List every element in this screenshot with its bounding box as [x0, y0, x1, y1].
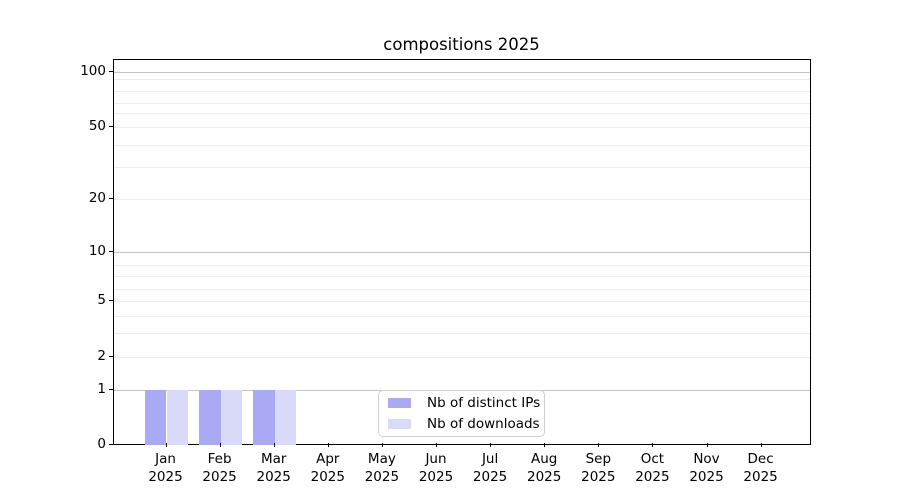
gridline-minor: [114, 289, 810, 290]
gridline-100: [114, 72, 810, 73]
y-tick-label-0: 0: [97, 436, 106, 452]
y-tick-mark-5: [109, 300, 113, 301]
gridline-minor: [114, 276, 810, 277]
bar-feb-series0: [199, 390, 221, 445]
x-tick-mark-aug: [544, 443, 546, 447]
gridline-minor: [114, 167, 810, 168]
x-tick-label-aug: Aug 2025: [527, 451, 562, 485]
chart-title: compositions 2025: [383, 35, 540, 54]
gridline-minor: [114, 79, 810, 80]
gridline-20: [114, 199, 810, 200]
x-tick-label-apr: Apr 2025: [310, 451, 345, 485]
bar-jan-series0: [144, 390, 167, 445]
x-tick-label-jan: Jan 2025: [148, 451, 183, 485]
x-tick-mark-mar: [273, 443, 275, 447]
x-tick-label-sep: Sep 2025: [581, 451, 616, 485]
x-tick-label-jul: Jul 2025: [472, 451, 508, 485]
y-tick-mark-100: [109, 71, 113, 72]
gridline-minor: [114, 265, 810, 266]
x-tick-mark-jan: [165, 443, 167, 447]
gridline-10: [114, 252, 810, 253]
y-tick-label-20: 20: [88, 190, 106, 206]
legend-label-downloads: Nb of downloads: [427, 416, 540, 432]
y-tick-label-1: 1: [97, 381, 106, 397]
x-tick-label-oct: Oct 2025: [635, 451, 670, 485]
bar-mar-series1: [274, 390, 297, 445]
legend-item-downloads: Nb of downloads: [388, 415, 540, 433]
y-tick-label-100: 100: [80, 63, 106, 79]
x-tick-mark-feb: [219, 443, 221, 447]
bar-mar-series0: [253, 390, 275, 445]
y-tick-label-10: 10: [88, 243, 106, 259]
gridline-minor: [114, 316, 810, 317]
gridline-minor: [114, 333, 810, 334]
x-tick-mark-sep: [598, 443, 600, 447]
y-tick-mark-10: [109, 251, 113, 252]
x-tick-label-feb: Feb 2025: [202, 451, 237, 485]
x-tick-mark-may: [381, 443, 383, 447]
y-tick-mark-0: [109, 444, 113, 445]
x-tick-mark-dec: [760, 443, 762, 447]
gridline-50: [114, 127, 810, 128]
x-tick-mark-jun: [436, 443, 437, 447]
y-tick-mark-50: [109, 126, 113, 127]
gridline-5: [114, 301, 810, 302]
y-tick-label-2: 2: [97, 348, 106, 364]
y-tick-mark-20: [109, 198, 113, 199]
y-tick-mark-1: [109, 389, 113, 390]
gridline-minor: [114, 113, 810, 114]
legend-item-distinct-ips: Nb of distinct IPs: [388, 394, 540, 412]
gridline-2: [114, 357, 810, 358]
gridline-minor: [114, 145, 810, 146]
x-tick-mark-oct: [652, 443, 654, 447]
x-tick-mark-apr: [327, 443, 329, 447]
plot-area: [113, 59, 811, 445]
y-tick-label-5: 5: [97, 292, 106, 308]
bar-jan-series1: [166, 390, 189, 445]
x-tick-label-nov: Nov 2025: [689, 451, 724, 485]
bar-feb-series1: [220, 390, 243, 445]
legend-swatch-distinct-ips: [388, 398, 411, 408]
y-tick-mark-2: [109, 356, 113, 357]
gridline-minor: [114, 103, 810, 104]
x-tick-label-dec: Dec 2025: [743, 451, 778, 485]
legend-label-distinct-ips: Nb of distinct IPs: [427, 395, 541, 411]
y-tick-label-50: 50: [88, 118, 106, 134]
gridline-minor: [114, 91, 810, 92]
legend: Nb of distinct IPs Nb of downloads: [378, 390, 545, 437]
legend-swatch-downloads: [388, 419, 411, 429]
x-tick-label-mar: Mar 2025: [256, 451, 291, 485]
x-tick-label-jun: Jun 2025: [418, 451, 454, 485]
x-tick-mark-jul: [490, 443, 492, 447]
x-tick-mark-nov: [706, 443, 708, 447]
x-tick-label-may: May 2025: [364, 451, 400, 485]
